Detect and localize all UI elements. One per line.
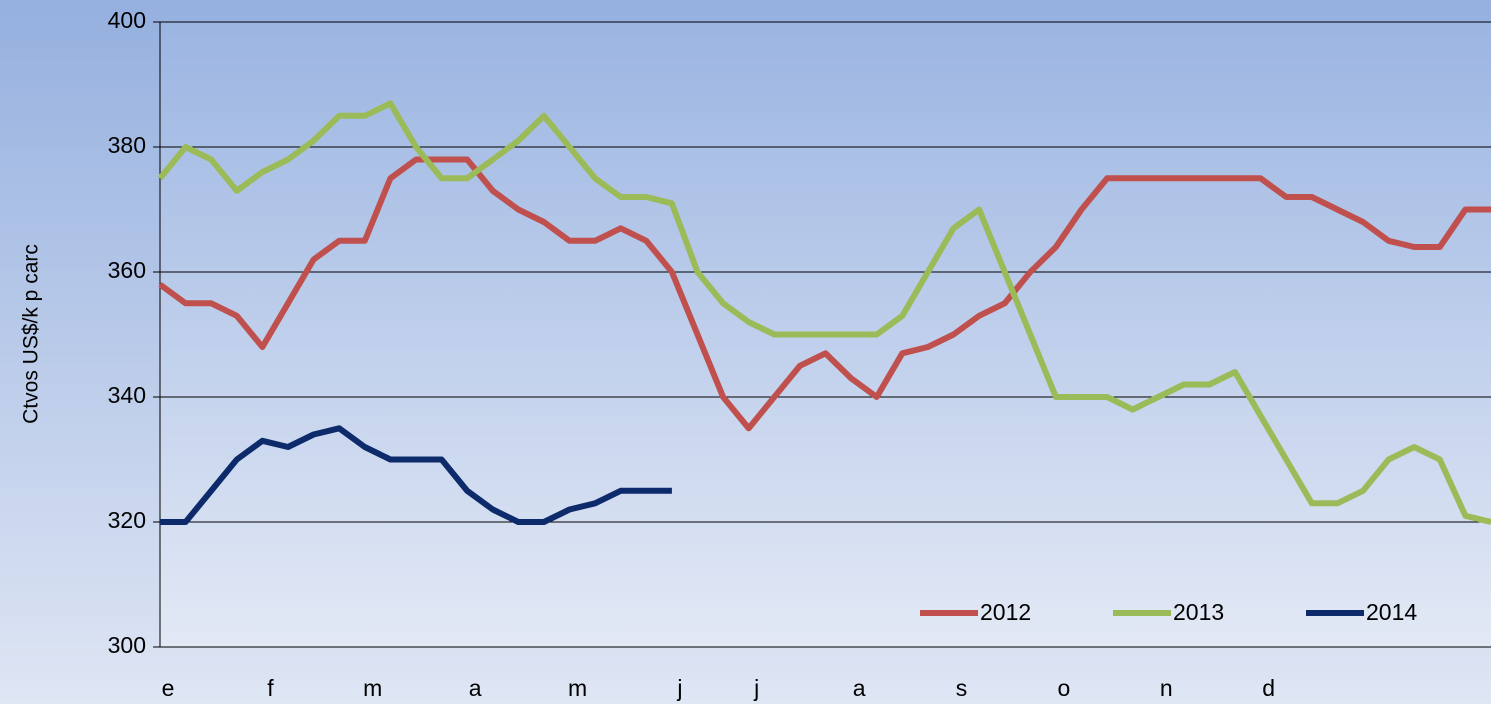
x-tick-label: a [853,675,866,701]
x-tick-label: j [753,675,759,701]
legend-label: 2014 [1366,599,1417,625]
x-tick-label: a [469,675,482,701]
x-tick-label: o [1057,675,1070,701]
series-line [157,100,1491,525]
y-tick-label: 360 [108,257,146,283]
x-tick-label: f [267,675,274,701]
y-tick-label: 300 [108,632,146,658]
y-axis-label: Ctvos US$/k p carc [20,244,43,424]
series-line [160,425,672,525]
x-tick-label: n [1160,675,1173,701]
y-tick-label: 320 [108,507,146,533]
x-tick-label: d [1262,675,1275,701]
x-tick-label: m [568,675,587,701]
y-tick-label: 380 [108,132,146,158]
y-tick-label: 340 [108,382,146,408]
x-tick-label: s [956,675,968,701]
x-tick-label: m [363,675,382,701]
x-tick-label: e [162,675,175,701]
x-tick-label: j [676,675,682,701]
series-line [158,156,1491,432]
legend-label: 2013 [1173,599,1224,625]
legend-label: 2012 [980,599,1031,625]
y-tick-label: 400 [108,7,146,33]
